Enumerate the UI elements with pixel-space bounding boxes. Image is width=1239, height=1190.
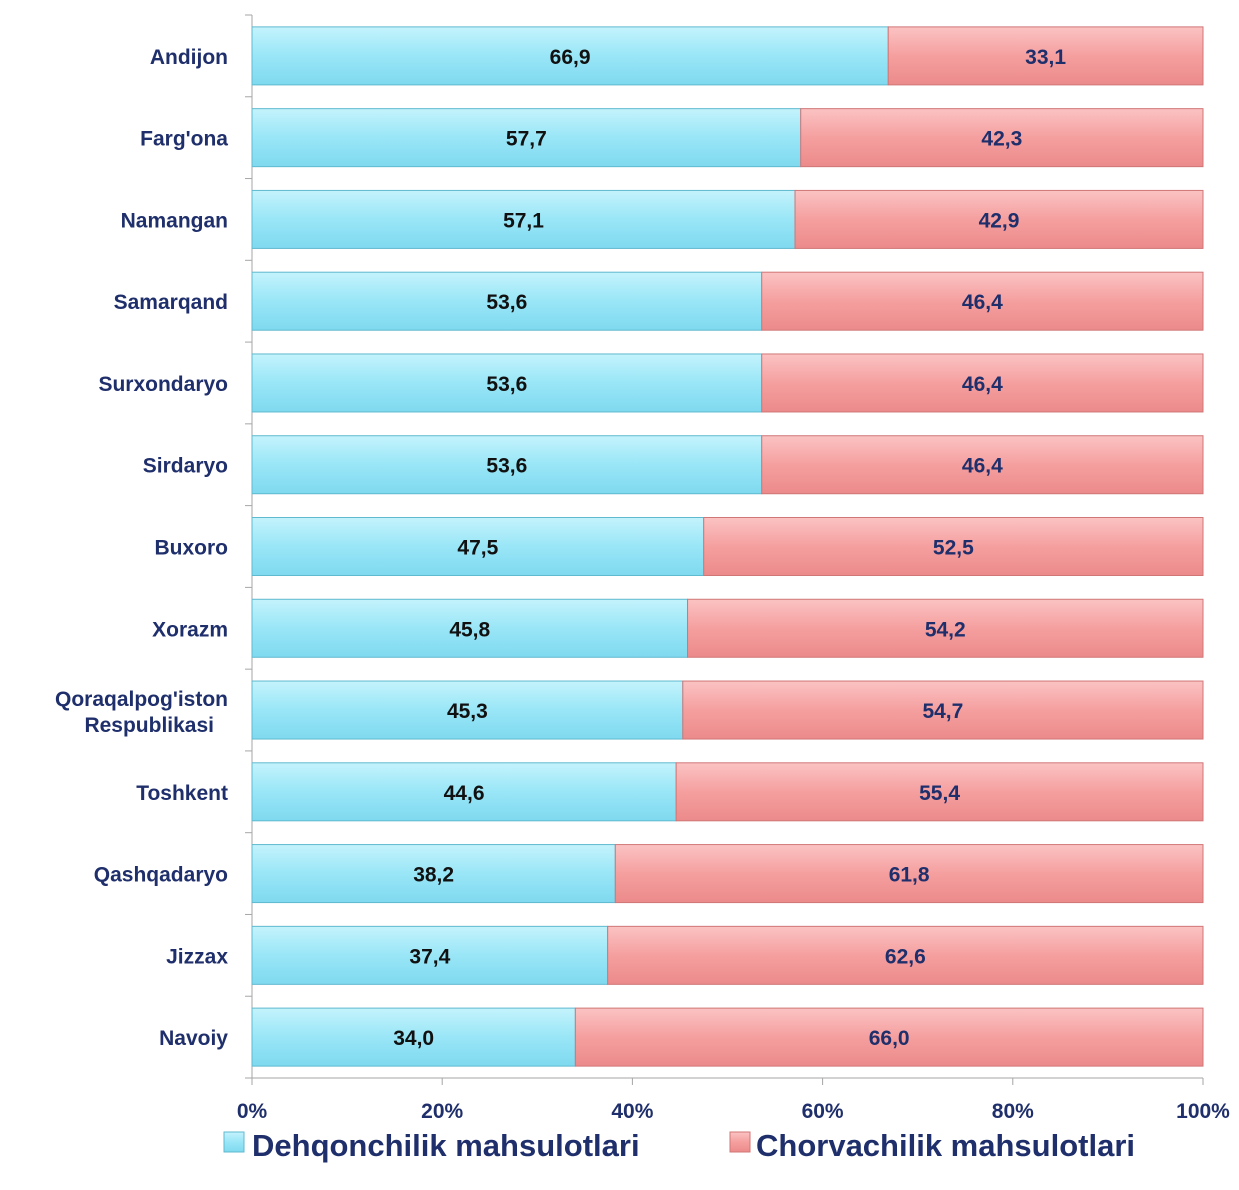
category-label: Andijon	[150, 46, 228, 69]
bar-segment	[887, 26, 1204, 86]
data-label: 54,7	[922, 700, 963, 723]
category-label: Samarqand	[114, 291, 228, 314]
bar-segment	[687, 598, 1204, 658]
bar-segment	[251, 271, 763, 331]
legend-swatch	[223, 1131, 245, 1153]
data-label: 66,0	[869, 1027, 910, 1050]
category-label: Surxondaryo	[98, 373, 228, 396]
bar-segment	[761, 271, 1204, 331]
bar-segment	[251, 598, 689, 658]
data-label: 53,6	[486, 455, 527, 478]
x-tick-label: 20%	[421, 1100, 463, 1123]
data-label: 46,4	[962, 455, 1003, 478]
data-label: 42,9	[979, 209, 1020, 232]
bar-segment	[251, 680, 684, 740]
data-label: 66,9	[550, 46, 591, 69]
bar-segment	[607, 925, 1204, 985]
category-label: Xorazm	[152, 618, 228, 641]
x-tick-label: 60%	[802, 1100, 844, 1123]
category-label: Qoraqalpog'iston Respublikasi	[55, 688, 228, 737]
x-tick-label: 80%	[992, 1100, 1034, 1123]
axes-layer: 0% 20% 40% 60% 80% 100%	[237, 14, 1230, 1123]
category-label: Farg'ona	[140, 128, 228, 151]
bar-segment	[761, 353, 1204, 413]
labels-layer: 66,9 33,1 Andijon 57,7 42,3 Farg'ona 57,1 42,9 N…	[55, 46, 1066, 1050]
bar-segment	[682, 680, 1204, 740]
x-tick-label: 0%	[237, 1100, 268, 1123]
data-label: 61,8	[889, 864, 930, 887]
bar-segment	[574, 1007, 1204, 1067]
bar-segment	[251, 435, 763, 495]
bar-segment	[251, 762, 677, 822]
data-label: 57,1	[503, 209, 544, 232]
data-label: 45,8	[449, 618, 490, 641]
bar-segment	[761, 435, 1204, 495]
bar-segment	[251, 844, 616, 904]
bar-segment	[794, 189, 1204, 249]
bars-layer	[251, 26, 1204, 1067]
data-label: 44,6	[444, 782, 485, 805]
data-label: 52,5	[933, 537, 974, 560]
bar-segment	[251, 108, 802, 168]
data-label: 53,6	[486, 291, 527, 314]
bar-segment	[251, 925, 609, 985]
data-label: 46,4	[962, 291, 1003, 314]
bar-segment	[251, 26, 889, 86]
data-label: 55,4	[919, 782, 960, 805]
data-label: 45,3	[447, 700, 488, 723]
data-label: 47,5	[457, 537, 498, 560]
data-label: 53,6	[486, 373, 527, 396]
legend: Dehqonchilik mahsulotlari Chorvachilik ma…	[223, 1128, 1135, 1163]
data-label: 33,1	[1025, 46, 1066, 69]
bar-segment	[614, 844, 1204, 904]
bar-segment	[800, 108, 1204, 168]
category-label: Navoiy	[159, 1027, 228, 1050]
category-label: Qashqadaryo	[94, 864, 228, 887]
x-tick-label: 40%	[611, 1100, 653, 1123]
data-label: 34,0	[393, 1027, 434, 1050]
data-label: 37,4	[409, 945, 450, 968]
legend-label: Chorvachilik mahsulotlari	[756, 1128, 1135, 1163]
data-label: 38,2	[413, 864, 454, 887]
bar-segment	[703, 517, 1204, 576]
data-label: 46,4	[962, 373, 1003, 396]
bar-segment	[251, 189, 796, 249]
category-label: Jizzax	[166, 945, 228, 968]
category-label: Namangan	[121, 209, 228, 232]
legend-swatch	[729, 1131, 751, 1153]
data-label: 42,3	[981, 128, 1022, 151]
category-label: Buxoro	[155, 537, 229, 560]
data-label: 54,2	[925, 618, 966, 641]
category-label: Toshkent	[136, 782, 228, 805]
data-label: 57,7	[506, 128, 547, 151]
legend-label: Dehqonchilik mahsulotlari	[252, 1128, 640, 1163]
x-tick-label: 100%	[1176, 1100, 1230, 1123]
category-label: Sirdaryo	[143, 455, 228, 478]
data-label: 62,6	[885, 945, 926, 968]
bar-segment	[251, 1007, 576, 1067]
bar-segment	[675, 762, 1204, 822]
